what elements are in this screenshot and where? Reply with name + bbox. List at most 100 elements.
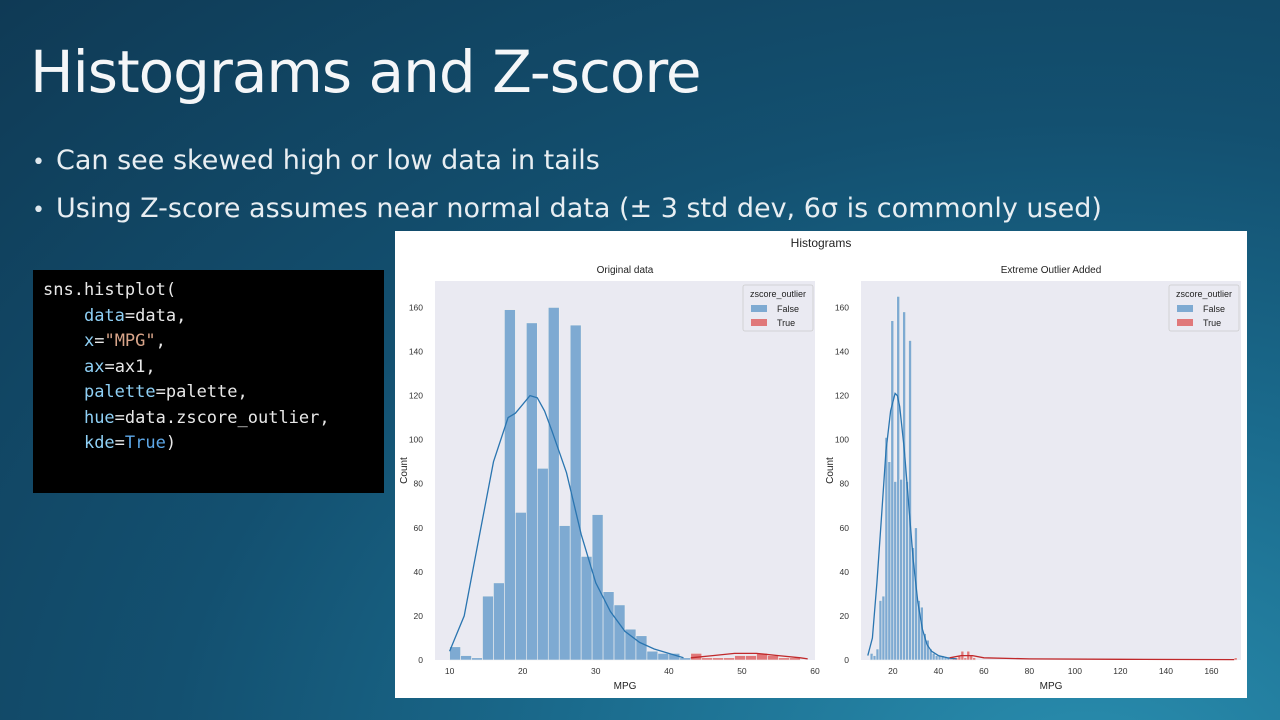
histogram-bar <box>972 657 976 661</box>
legend-swatch <box>1177 305 1193 312</box>
histogram-bar <box>504 309 516 661</box>
code-call: sns.histplot( <box>43 280 177 300</box>
y-tick-label: 140 <box>835 347 849 357</box>
legend-title: zscore_outlier <box>1176 289 1232 299</box>
x-tick-label: 80 <box>1025 666 1035 676</box>
x-tick-label: 40 <box>934 666 944 676</box>
y-tick-label: 0 <box>844 655 849 665</box>
y-tick-label: 160 <box>835 302 849 312</box>
y-tick-label: 20 <box>414 611 424 621</box>
x-tick-label: 160 <box>1204 666 1218 676</box>
legend-label: True <box>1203 318 1221 328</box>
kde-line <box>690 652 808 660</box>
x-tick-label: 100 <box>1068 666 1082 676</box>
y-axis-label: Count <box>825 457 836 484</box>
kde-line <box>949 654 1235 661</box>
histogram-bar <box>878 600 883 661</box>
legend-label: False <box>777 304 799 314</box>
histogram-bar <box>558 525 571 661</box>
histogram-bar <box>875 648 880 661</box>
histogram-bar <box>602 591 615 661</box>
y-axis-label: Count <box>399 457 410 484</box>
y-tick-label: 20 <box>840 611 850 621</box>
bullet-item: Can see skewed high or low data in tails <box>32 138 1102 186</box>
histogram-bar <box>881 595 886 661</box>
bullet-item: Using Z-score assumes near normal data (… <box>32 186 1102 234</box>
x-tick-label: 50 <box>737 666 747 676</box>
histogram-bar <box>657 653 670 661</box>
histogram-bar <box>934 655 939 661</box>
plot-area <box>861 281 1241 660</box>
histogram-bar <box>931 653 936 661</box>
histogram-bar <box>920 606 924 661</box>
y-tick-label: 120 <box>835 391 849 401</box>
code-arg-value: True <box>124 433 166 453</box>
legend-title: zscore_outlier <box>750 289 806 299</box>
histogram-bar <box>767 655 779 661</box>
x-tick-label: 10 <box>445 666 455 676</box>
histogram-bar <box>613 604 626 661</box>
histogram-bar <box>701 657 713 661</box>
bullet-list: Can see skewed high or low data in tails… <box>32 138 1102 234</box>
histogram-bar <box>899 479 903 661</box>
x-tick-label: 30 <box>591 666 601 676</box>
histogram-bar <box>872 655 877 661</box>
y-tick-label: 80 <box>840 479 850 489</box>
histogram-bar <box>869 653 874 661</box>
legend-label: False <box>1203 304 1225 314</box>
code-arg-key: data <box>83 305 125 326</box>
histogram-bar <box>471 657 483 661</box>
y-tick-label: 120 <box>409 391 423 401</box>
histogram-bar <box>460 655 472 661</box>
subplot-title: Original data <box>597 265 654 276</box>
histogram-bar <box>963 657 968 661</box>
histogram-bar <box>712 657 724 661</box>
x-tick-label: 40 <box>664 666 674 676</box>
histogram-bar <box>679 657 692 661</box>
code-arg-key: palette <box>83 382 156 402</box>
histogram-bar <box>646 650 659 661</box>
y-tick-label: 80 <box>414 479 424 489</box>
histogram-bar <box>887 461 892 661</box>
x-tick-label: 20 <box>518 666 528 676</box>
figure-suptitle: Histograms <box>791 236 852 250</box>
histogram-bar <box>890 320 895 661</box>
kde-line <box>867 392 957 660</box>
histogram-bar <box>896 296 900 661</box>
y-tick-label: 100 <box>835 435 849 445</box>
histogram-bar <box>449 646 461 661</box>
histogram-bar <box>635 635 648 661</box>
histogram-bar <box>569 324 582 661</box>
x-tick-label: 20 <box>888 666 898 676</box>
histogram-bar <box>515 512 527 661</box>
legend-swatch <box>751 319 767 326</box>
legend-swatch <box>1177 319 1193 326</box>
code-block: sns.histplot( data=data, x="MPG", ax=ax1… <box>33 270 384 493</box>
histogram-figure: Histograms Original data 0 20 40 60 80 100 120 14… <box>395 231 1247 698</box>
code-arg-key: kde <box>83 433 115 453</box>
code-arg-value: ax1 <box>114 356 146 377</box>
histogram-bar <box>624 628 637 661</box>
histogram-bar <box>723 657 735 661</box>
y-tick-label: 40 <box>414 567 424 577</box>
subplot-title: Extreme Outlier Added <box>1001 265 1102 276</box>
histogram-bar <box>580 556 593 661</box>
histogram-bar <box>493 582 505 661</box>
code-arg-value: data.zscore_outlier <box>124 407 320 428</box>
code-arg-key: hue <box>83 407 115 428</box>
kde-line <box>448 394 684 659</box>
y-tick-label: 140 <box>409 347 423 357</box>
x-tick-label: 140 <box>1159 666 1173 676</box>
histogram-bar <box>778 657 790 661</box>
x-tick-label: 120 <box>1113 666 1127 676</box>
y-tick-label: 40 <box>840 567 850 577</box>
code-arg-value: palette <box>165 382 238 402</box>
x-tick-label: 60 <box>810 666 820 676</box>
histogram-bar <box>884 437 889 661</box>
legend-swatch <box>751 305 767 312</box>
x-axis-label: MPG <box>1040 681 1063 692</box>
histogram-bar <box>1233 657 1238 661</box>
histogram-bar <box>526 322 538 661</box>
y-tick-label: 0 <box>418 655 423 665</box>
y-tick-label: 160 <box>409 302 423 312</box>
